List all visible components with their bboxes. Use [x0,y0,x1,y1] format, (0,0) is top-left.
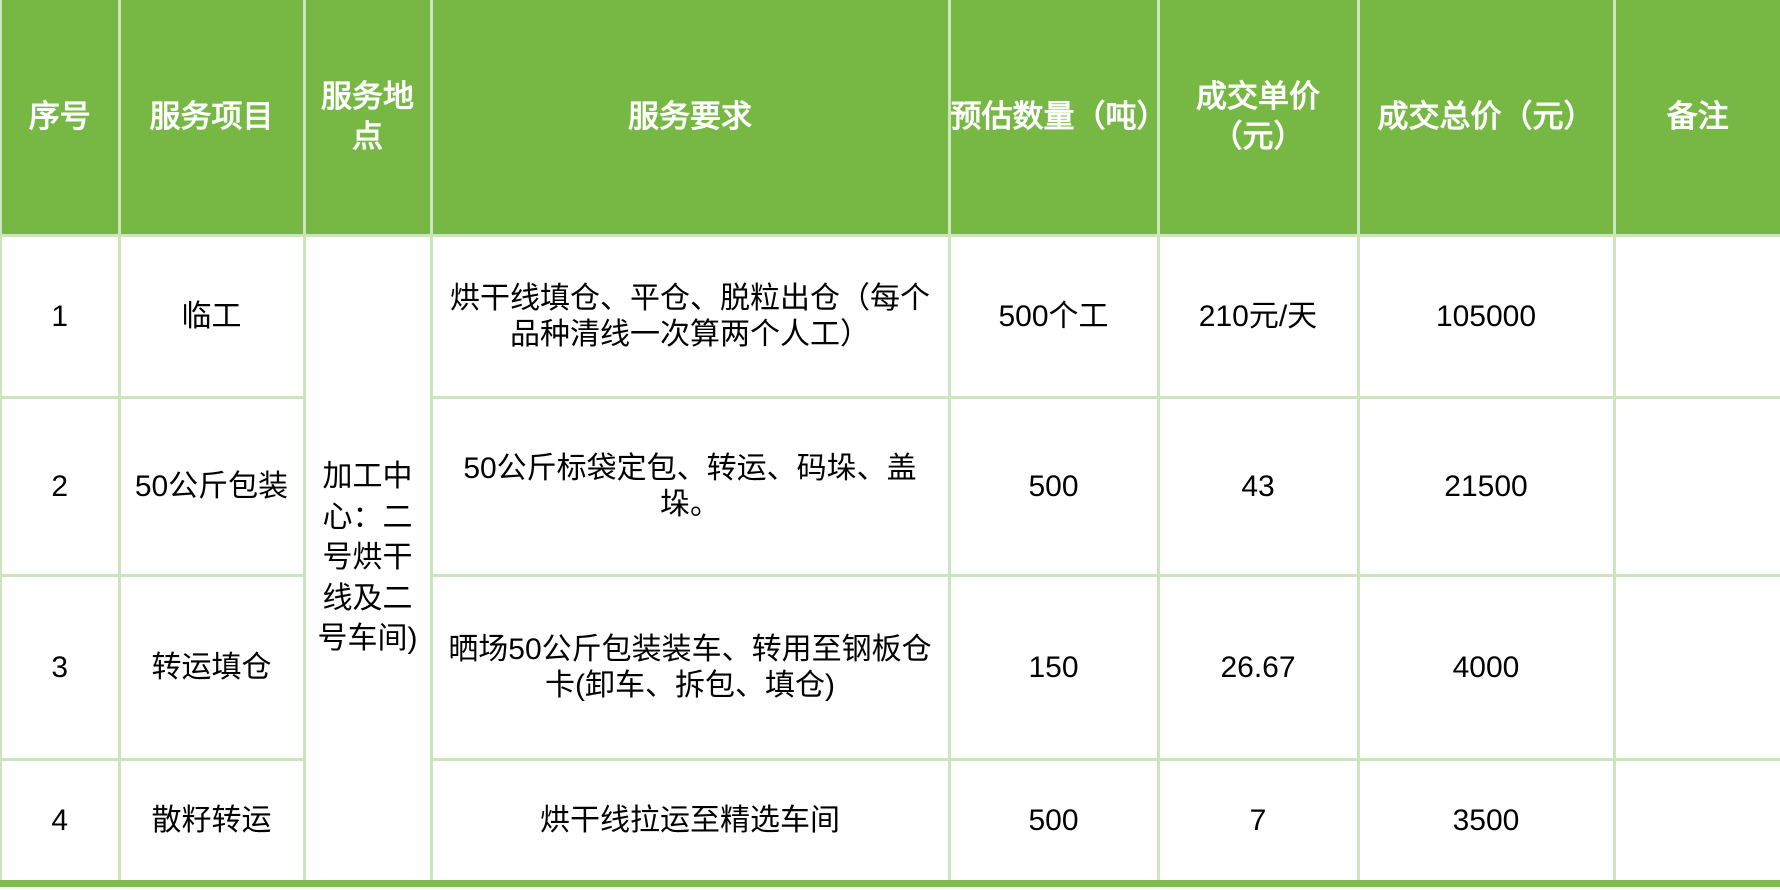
table-row-4: 4 散籽转运 烘干线拉运至精选车间 500 7 3500 [0,758,1780,885]
header-estimated-quantity: 预估数量（吨） [947,0,1160,237]
table-row-3: 3 转运填仓 晒场50公斤包装装车、转用至钢板仓卡(卸车、拆包、填仓) 150 … [0,574,1780,761]
cell-row2-remark [1612,396,1780,577]
header-service-item-label: 服务项目 [149,98,274,134]
cell-row1-remark [1612,234,1780,399]
row4-requirement-text: 烘干线拉运至精选车间 [540,803,840,837]
cell-row4-index: 4 [0,758,121,885]
cell-row1-index: 1 [0,234,121,399]
cell-row1-requirement: 烘干线填仓、平仓、脱粒出仓（每个品种清线一次算两个人工） [429,234,951,399]
row1-requirement-text: 烘干线填仓、平仓、脱粒出仓（每个品种清线一次算两个人工） [450,282,930,351]
cell-row3-index: 3 [0,574,121,761]
header-index-label: 序号 [28,98,91,134]
header-remark: 备注 [1612,0,1780,237]
cell-row1-total-price: 105000 [1356,234,1616,399]
table-header-row: 序号 服务项目 服务地点 服务要求 预估数量（吨） 成交单价（元） 成交总价（元… [0,0,1780,237]
table-row-2: 2 50公斤包装 50公斤标袋定包、转运、码垛、盖垛。 500 43 21500 [0,396,1780,577]
cell-row1-quantity: 500个工 [947,234,1160,399]
cell-row3-total-price: 4000 [1356,574,1616,761]
cell-row2-index: 2 [0,396,121,577]
cell-row3-unit-price: 26.67 [1156,574,1360,761]
cell-row4-requirement: 烘干线拉运至精选车间 [429,758,951,885]
row3-requirement-text: 晒场50公斤包装装车、转用至钢板仓卡(卸车、拆包、填仓) [448,633,932,702]
cell-row2-unit-price: 43 [1156,396,1360,577]
cell-row4-service-item: 散籽转运 [117,758,306,885]
header-service-item: 服务项目 [117,0,306,237]
cell-row3-quantity: 150 [947,574,1160,761]
cell-row2-service-item: 50公斤包装 [117,396,306,577]
cell-row1-unit-price: 210元/天 [1156,234,1360,399]
cell-row2-total-price: 21500 [1356,396,1616,577]
cell-row2-quantity: 500 [947,396,1160,577]
header-service-location-label: 服务地点 [321,78,414,154]
header-unit-price: 成交单价（元） [1156,0,1360,237]
cell-row3-remark [1612,574,1780,761]
cell-row4-unit-price: 7 [1156,758,1360,885]
header-service-requirement-label: 服务要求 [628,98,752,134]
cell-row4-total-price: 3500 [1356,758,1616,885]
header-estimated-quantity-label: 预估数量（吨） [950,98,1158,134]
cell-row4-remark [1612,758,1780,885]
cell-row3-service-item: 转运填仓 [117,574,306,761]
cell-row4-quantity: 500 [947,758,1160,885]
row2-requirement-text: 50公斤标袋定包、转运、码垛、盖垛。 [463,452,917,521]
merged-service-location-text: 加工中心：二号烘干线及二号车间) [317,460,418,656]
header-service-location: 服务地点 [302,0,433,237]
header-total-price: 成交总价（元） [1356,0,1616,237]
header-unit-price-label: 成交单价（元） [1196,78,1320,154]
table-row-1: 1 临工 加工中心：二号烘干线及二号车间) 烘干线填仓、平仓、脱粒出仓（每个品种… [0,234,1780,885]
header-total-price-label: 成交总价（元） [1377,98,1595,134]
cell-row2-requirement: 50公斤标袋定包、转运、码垛、盖垛。 [429,396,951,577]
header-service-requirement: 服务要求 [429,0,951,237]
cell-row1-service-item: 临工 [117,234,306,399]
cell-row3-requirement: 晒场50公斤包装装车、转用至钢板仓卡(卸车、拆包、填仓) [429,574,951,761]
header-index: 序号 [0,0,121,237]
cell-merged-service-location: 加工中心：二号烘干线及二号车间) [302,234,433,885]
header-remark-label: 备注 [1666,98,1729,134]
